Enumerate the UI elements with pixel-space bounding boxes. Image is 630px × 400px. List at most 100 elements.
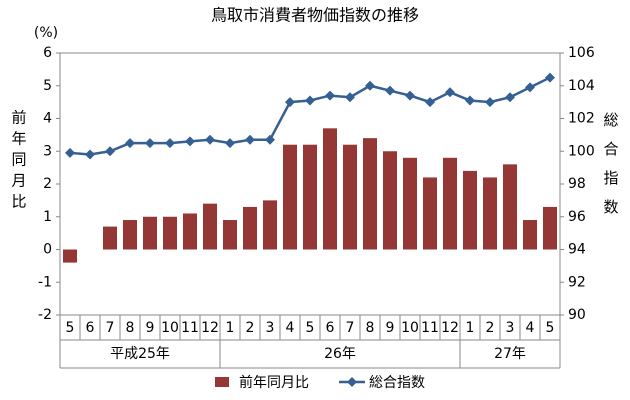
bar — [283, 144, 297, 250]
marker — [105, 146, 115, 157]
legend-swatch — [215, 377, 229, 387]
y2-tick-label: 106 — [568, 45, 595, 61]
x-tick-label: 4 — [286, 320, 295, 336]
y-tick-label: 3 — [43, 143, 52, 159]
marker — [205, 134, 215, 145]
bar — [103, 226, 117, 250]
bar — [523, 220, 537, 250]
marker — [285, 97, 295, 108]
y-axis-label: 前年同月比 — [10, 110, 28, 215]
y-tick-label: 2 — [43, 176, 52, 192]
marker — [65, 147, 75, 158]
marker — [85, 149, 95, 160]
bar — [63, 249, 77, 263]
bar — [163, 216, 177, 250]
y2-tick-label: 90 — [568, 307, 586, 323]
x-tick-label: 5 — [306, 320, 315, 336]
x-tick-label: 9 — [386, 320, 395, 336]
x-tick-label: 2 — [246, 320, 255, 336]
marker — [405, 90, 415, 101]
y-tick-label: -2 — [38, 307, 52, 323]
unit-label: (%) — [34, 25, 58, 41]
marker — [385, 85, 395, 96]
x-tick-label: 12 — [441, 320, 459, 336]
y-tick-label: 4 — [43, 111, 52, 127]
x-tick-label: 6 — [326, 320, 335, 336]
bar — [243, 206, 257, 250]
bar — [143, 216, 157, 250]
bar — [503, 164, 517, 250]
group-label: 26年 — [324, 346, 356, 362]
bar — [383, 151, 397, 250]
y2-tick-label: 94 — [568, 242, 586, 258]
y2-tick-label: 104 — [568, 78, 595, 94]
x-tick-label: 10 — [161, 320, 179, 336]
marker — [485, 97, 495, 108]
x-tick-label: 7 — [346, 320, 355, 336]
marker — [365, 80, 375, 91]
bar — [323, 128, 337, 250]
y2-tick-label: 102 — [568, 111, 595, 127]
marker — [145, 138, 155, 149]
x-tick-label: 5 — [546, 320, 555, 336]
x-tick-label: 8 — [366, 320, 375, 336]
x-tick-label: 8 — [126, 320, 135, 336]
y-tick-label: 5 — [43, 78, 52, 94]
x-tick-label: 12 — [201, 320, 219, 336]
y-tick-label: 1 — [43, 209, 52, 225]
bar — [543, 206, 557, 250]
x-tick-label: 10 — [401, 320, 419, 336]
bar — [203, 203, 217, 250]
legend-label: 前年同月比 — [239, 374, 309, 391]
bar — [223, 220, 237, 250]
marker — [125, 138, 135, 149]
y2-tick-label: 92 — [568, 274, 586, 290]
x-tick-label: 3 — [266, 320, 275, 336]
bar — [483, 177, 497, 250]
bar — [183, 213, 197, 250]
bar — [403, 157, 417, 250]
marker — [425, 97, 435, 108]
y2-axis-label: 総合指数 — [602, 112, 620, 228]
y-tick-label: 6 — [43, 45, 52, 61]
group-label: 27年 — [494, 346, 526, 362]
x-tick-label: 11 — [181, 320, 199, 336]
marker — [505, 92, 515, 103]
y2-tick-label: 100 — [568, 143, 595, 159]
x-tick-label: 11 — [421, 320, 439, 336]
marker — [325, 90, 335, 101]
marker — [245, 134, 255, 145]
x-tick-label: 5 — [66, 320, 75, 336]
bar — [463, 170, 477, 250]
bar — [443, 157, 457, 250]
bar — [343, 144, 357, 250]
x-tick-label: 1 — [226, 320, 235, 336]
y2-tick-label: 96 — [568, 209, 586, 225]
bar — [423, 177, 437, 250]
x-tick-label: 2 — [486, 320, 495, 336]
x-tick-label: 4 — [526, 320, 535, 336]
x-tick-label: 9 — [146, 320, 155, 336]
marker — [225, 138, 235, 149]
x-tick-label: 3 — [506, 320, 515, 336]
marker — [165, 138, 175, 149]
marker — [525, 82, 535, 93]
chart-title: 鳥取市消費者物価指数の推移 — [211, 6, 419, 25]
x-tick-label: 7 — [106, 320, 115, 336]
marker — [185, 136, 195, 147]
group-label: 平成25年 — [110, 346, 170, 362]
x-tick-label: 6 — [86, 320, 95, 336]
bar — [263, 200, 277, 250]
bar — [123, 220, 137, 250]
marker — [345, 92, 355, 103]
x-tick-label: 1 — [466, 320, 475, 336]
marker — [265, 134, 275, 145]
legend-swatch — [347, 377, 357, 387]
bar — [303, 144, 317, 250]
marker — [465, 95, 475, 106]
line — [69, 76, 551, 156]
legend-label: 総合指数 — [369, 375, 425, 391]
y-tick-label: 0 — [43, 242, 52, 258]
marker — [445, 87, 455, 98]
